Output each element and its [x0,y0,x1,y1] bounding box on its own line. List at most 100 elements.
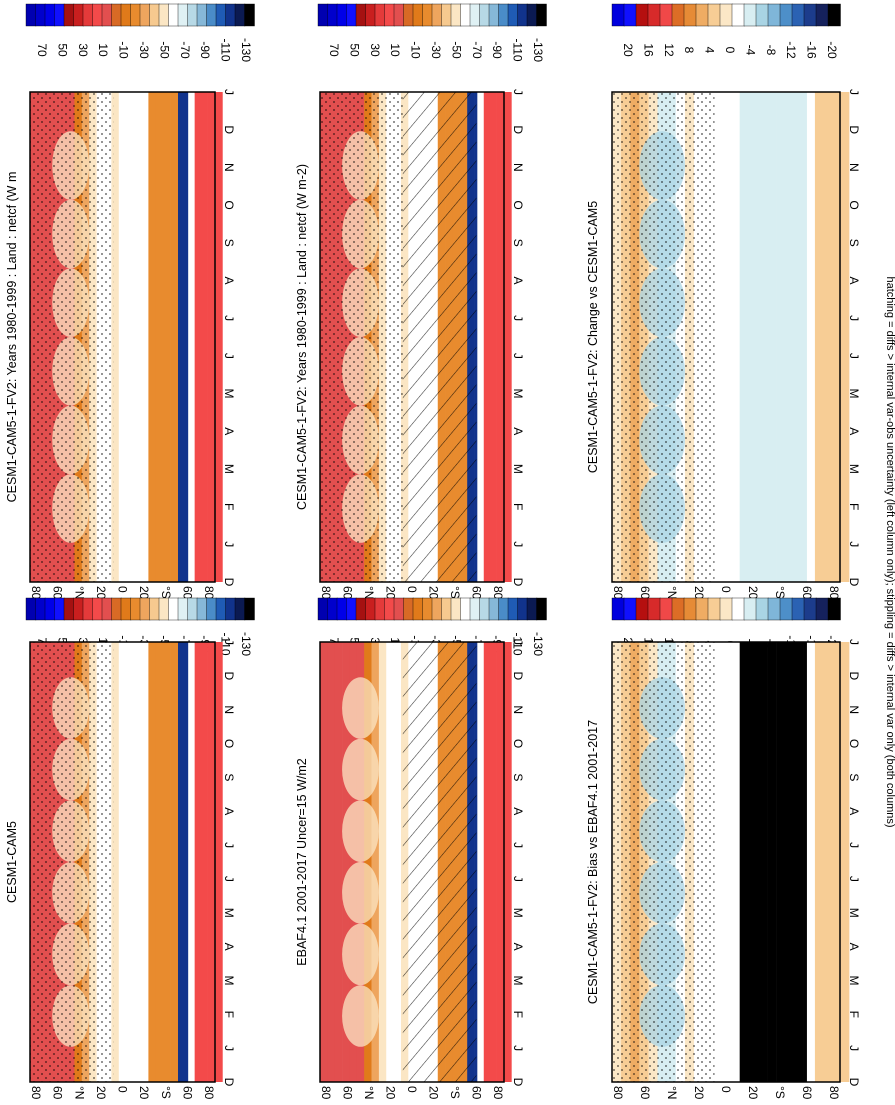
colorbar-swatch [791,3,805,27]
month-tick-label: J [511,315,525,321]
lat-tick-label: 20 [427,586,441,600]
colorbar-swatch [365,3,376,27]
colorbar-swatch [827,597,841,621]
lat-tick-label: 80 [29,586,43,600]
colorbar-swatch [158,3,170,27]
panel-a: 70 50 30 10 -10 -30 -50 -70 -90 -110 -130 80 60 °N 20 0… [295,3,547,600]
colorbar-tick-label: -130 [531,632,545,656]
colorbar-swatch [317,3,329,27]
lat-tick-label: °N [362,586,376,599]
lat-tick-label: 80 [319,1086,333,1100]
panel-b: 70 50 30 10 -10 -30 -50 -70 -90 -110 -130 80 60 °N 20 0… [5,3,255,600]
colorbar-swatch [168,3,179,27]
field-band [141,92,149,582]
field-band [133,92,142,582]
colorbar-swatch [234,597,246,621]
month-tick-label: F [511,1011,525,1018]
colorbar-swatch [177,3,189,27]
colorbar-swatch [450,3,462,27]
month-tick-label: A [511,943,525,951]
field-band [200,92,208,582]
lat-tick-label: 80 [202,1086,216,1100]
colorbar-swatch [355,597,367,621]
field-band [126,642,134,1082]
field-band [393,642,402,1082]
month-tick-label: O [847,200,861,209]
colorbar-tick-label: -130 [239,632,253,656]
colorbar-swatch [365,597,376,621]
month-tick-label: D [847,672,861,681]
colorbar-swatch [431,597,443,621]
colorbar-swatch [659,3,673,27]
field-band [342,642,350,1082]
month-tick-label: F [847,503,861,510]
colorbar-swatch [647,597,661,621]
colorbar-swatch [225,597,236,621]
field-band [730,642,740,1082]
colorbar-swatch [111,597,122,621]
field-band [356,642,365,1082]
colorbar-swatch [215,597,227,621]
field-band [111,642,120,1082]
colorbar-swatch [671,597,685,621]
field-band [730,92,740,582]
field-band [207,92,216,582]
lat-tick-label: 80 [491,1086,505,1100]
colorbar-swatch [469,597,481,621]
field-band [378,642,387,1082]
month-tick-label: A [847,276,861,284]
field-band [821,92,832,582]
field-band [504,92,512,582]
colorbar-swatch [647,3,661,27]
colorbar-swatch [623,3,637,27]
month-tick-label: J [847,541,861,547]
colorbar-tick-label: -50 [157,41,171,59]
colorbar-swatch [803,3,817,27]
colorbar-swatch [111,3,122,27]
panel-title: CESM1-CAM5-1-FV2: Change vs CESM1-CAM5 [586,201,600,473]
month-tick-label: M [222,464,236,474]
field-band [192,92,201,582]
month-tick-label: M [847,975,861,985]
month-tick-label: J [222,842,236,848]
colorbar-swatch [767,597,781,621]
field-band [118,92,127,582]
field-band [812,642,823,1082]
month-tick-label: A [511,276,525,284]
plot-area [611,91,850,583]
colorbar-tick-label: -130 [531,38,545,62]
plot-area [29,641,223,1083]
field-band [489,642,497,1082]
field-feature [342,862,379,924]
colorbar-swatch [779,3,793,27]
colorbar-tick-label: 8 [682,47,696,54]
colorbar-tick-label: -8 [764,45,778,56]
colorbar-tick-label: 50 [347,43,361,57]
colorbar-swatch [393,3,405,27]
lat-tick-label: °N [72,586,86,599]
colorbar-swatch [469,3,481,27]
month-tick-label: D [847,1078,861,1087]
colorbar-swatch [635,3,649,27]
lat-tick-label: 60 [341,1086,355,1100]
field-band [141,642,149,1082]
panel-title: CESM1-CAM5-1-FV2: Years 1980-1999 : Land… [5,172,19,503]
month-tick-label: M [222,389,236,399]
colorbar-tick-label: -110 [511,38,525,61]
colorbar-swatch [92,3,103,27]
lat-tick-label: 60 [470,1086,484,1100]
field-band [776,642,786,1082]
colorbar-swatch [536,597,547,621]
colorbar-swatch [791,597,805,621]
field-band [163,92,171,582]
colorbar-swatch [63,3,75,27]
panel-e: 201612840-4-8-12-16-208060°N20020°S6080D… [586,597,861,1100]
lat-tick-label: 80 [611,1086,625,1100]
colorbar-tick-label: 0 [723,47,737,54]
month-tick-label: A [847,807,861,815]
month-tick-label: A [511,807,525,815]
lat-tick-label: 20 [692,1086,706,1100]
field-band [496,642,505,1082]
stippling [612,92,715,582]
colorbar-swatch [507,3,519,27]
